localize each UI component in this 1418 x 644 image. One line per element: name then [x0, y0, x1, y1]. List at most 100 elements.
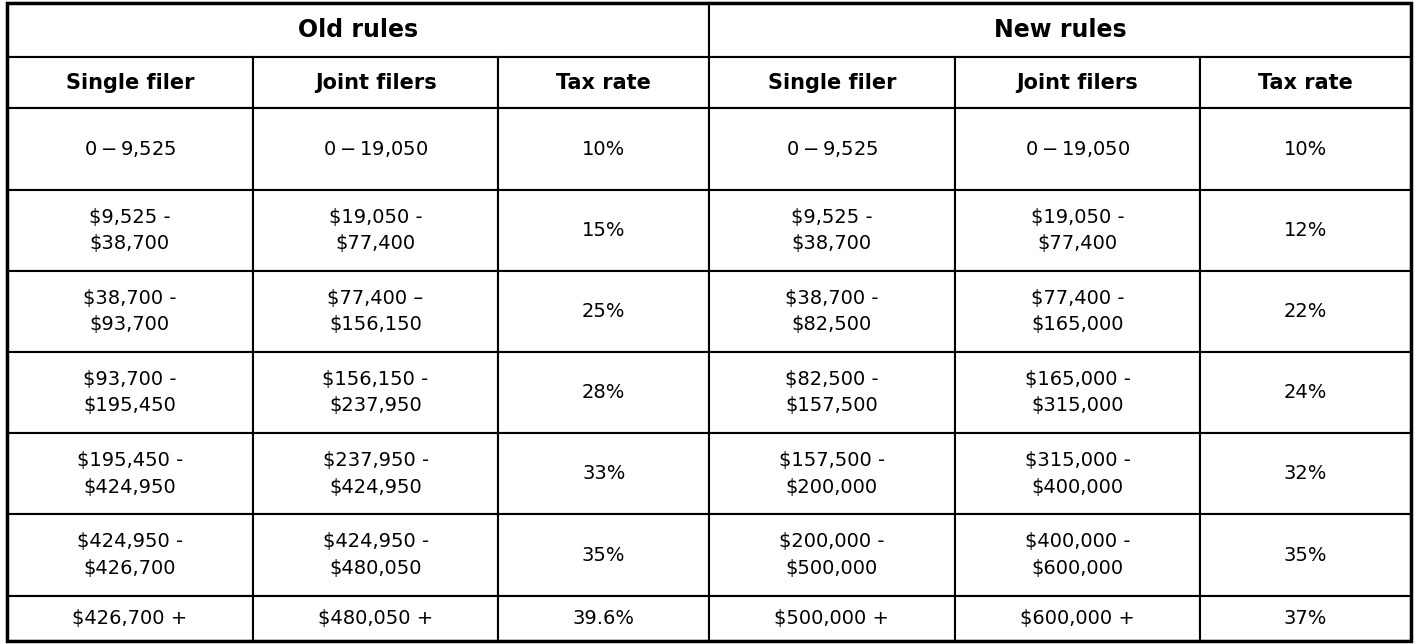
- Text: $9,525 -
$38,700: $9,525 - $38,700: [791, 207, 872, 253]
- Text: 22%: 22%: [1283, 302, 1327, 321]
- Bar: [1200, 596, 1411, 641]
- Text: $0 - $9,525: $0 - $9,525: [84, 139, 176, 159]
- Bar: [499, 352, 709, 433]
- Bar: [252, 352, 499, 433]
- Bar: [1200, 190, 1411, 271]
- Bar: [709, 433, 954, 515]
- Bar: [499, 190, 709, 271]
- Text: $0 - $19,050: $0 - $19,050: [1025, 139, 1130, 159]
- Bar: [709, 352, 954, 433]
- Bar: [954, 271, 1200, 352]
- Bar: [252, 190, 499, 271]
- Bar: [1200, 57, 1411, 108]
- Text: $315,000 -
$400,000: $315,000 - $400,000: [1025, 451, 1130, 497]
- Bar: [499, 515, 709, 596]
- Bar: [499, 596, 709, 641]
- Text: 35%: 35%: [1283, 545, 1327, 565]
- Text: 28%: 28%: [581, 383, 625, 402]
- Text: $195,450 -
$424,950: $195,450 - $424,950: [77, 451, 183, 497]
- Text: 12%: 12%: [1283, 221, 1327, 240]
- Text: Old rules: Old rules: [298, 18, 418, 43]
- Text: 39.6%: 39.6%: [573, 609, 635, 628]
- Text: 10%: 10%: [1283, 140, 1327, 158]
- Bar: [709, 596, 954, 641]
- Bar: [499, 433, 709, 515]
- Bar: [709, 190, 954, 271]
- Text: New rules: New rules: [994, 18, 1126, 43]
- Bar: [7, 352, 252, 433]
- Text: $0 - $19,050: $0 - $19,050: [323, 139, 428, 159]
- Text: Single filer: Single filer: [767, 73, 896, 93]
- Text: 35%: 35%: [581, 545, 625, 565]
- Bar: [954, 515, 1200, 596]
- Text: 24%: 24%: [1283, 383, 1327, 402]
- Bar: [1200, 271, 1411, 352]
- Text: $19,050 -
$77,400: $19,050 - $77,400: [1031, 207, 1124, 253]
- Bar: [7, 108, 252, 190]
- Text: $480,050 +: $480,050 +: [318, 609, 434, 628]
- Bar: [7, 433, 252, 515]
- Text: $0 - $9,525: $0 - $9,525: [786, 139, 878, 159]
- Text: $77,400 –
$156,150: $77,400 – $156,150: [328, 289, 424, 334]
- Text: $9,525 -
$38,700: $9,525 - $38,700: [89, 207, 170, 253]
- Bar: [954, 57, 1200, 108]
- Text: 10%: 10%: [581, 140, 625, 158]
- Bar: [954, 352, 1200, 433]
- Bar: [709, 271, 954, 352]
- Text: $82,500 -
$157,500: $82,500 - $157,500: [786, 370, 879, 415]
- Bar: [1200, 433, 1411, 515]
- Bar: [252, 108, 499, 190]
- Text: $500,000 +: $500,000 +: [774, 609, 889, 628]
- Bar: [709, 515, 954, 596]
- Bar: [1200, 515, 1411, 596]
- Bar: [252, 596, 499, 641]
- Text: Tax rate: Tax rate: [1258, 73, 1353, 93]
- Text: Tax rate: Tax rate: [556, 73, 651, 93]
- Bar: [252, 433, 499, 515]
- Text: Joint filers: Joint filers: [1017, 73, 1139, 93]
- Bar: [252, 515, 499, 596]
- Bar: [499, 271, 709, 352]
- Text: $424,950 -
$480,050: $424,950 - $480,050: [322, 533, 428, 578]
- Bar: [1200, 352, 1411, 433]
- Bar: [709, 57, 954, 108]
- Text: 33%: 33%: [581, 464, 625, 484]
- Text: 37%: 37%: [1283, 609, 1327, 628]
- Bar: [7, 515, 252, 596]
- Bar: [954, 433, 1200, 515]
- Text: 25%: 25%: [581, 302, 625, 321]
- Bar: [7, 190, 252, 271]
- Bar: [7, 57, 252, 108]
- Text: $77,400 -
$165,000: $77,400 - $165,000: [1031, 289, 1124, 334]
- Text: $157,500 -
$200,000: $157,500 - $200,000: [778, 451, 885, 497]
- Bar: [954, 596, 1200, 641]
- Bar: [7, 271, 252, 352]
- Bar: [252, 271, 499, 352]
- Text: Joint filers: Joint filers: [315, 73, 437, 93]
- Text: $156,150 -
$237,950: $156,150 - $237,950: [322, 370, 428, 415]
- Text: $19,050 -
$77,400: $19,050 - $77,400: [329, 207, 423, 253]
- Text: $200,000 -
$500,000: $200,000 - $500,000: [778, 533, 885, 578]
- Text: 15%: 15%: [581, 221, 625, 240]
- Bar: [499, 108, 709, 190]
- Bar: [1200, 108, 1411, 190]
- Text: $38,700 -
$82,500: $38,700 - $82,500: [786, 289, 879, 334]
- Text: $426,700 +: $426,700 +: [72, 609, 187, 628]
- Text: $424,950 -
$426,700: $424,950 - $426,700: [77, 533, 183, 578]
- Bar: [499, 57, 709, 108]
- Bar: [954, 190, 1200, 271]
- Bar: [709, 3, 1411, 57]
- Text: $400,000 -
$600,000: $400,000 - $600,000: [1025, 533, 1130, 578]
- Bar: [709, 108, 954, 190]
- Text: $93,700 -
$195,450: $93,700 - $195,450: [84, 370, 177, 415]
- Text: 32%: 32%: [1283, 464, 1327, 484]
- Text: $237,950 -
$424,950: $237,950 - $424,950: [322, 451, 428, 497]
- Bar: [954, 108, 1200, 190]
- Text: Single filer: Single filer: [65, 73, 194, 93]
- Bar: [7, 596, 252, 641]
- Text: $38,700 -
$93,700: $38,700 - $93,700: [84, 289, 177, 334]
- Bar: [252, 57, 499, 108]
- Bar: [7, 3, 709, 57]
- Text: $165,000 -
$315,000: $165,000 - $315,000: [1025, 370, 1130, 415]
- Text: $600,000 +: $600,000 +: [1020, 609, 1134, 628]
